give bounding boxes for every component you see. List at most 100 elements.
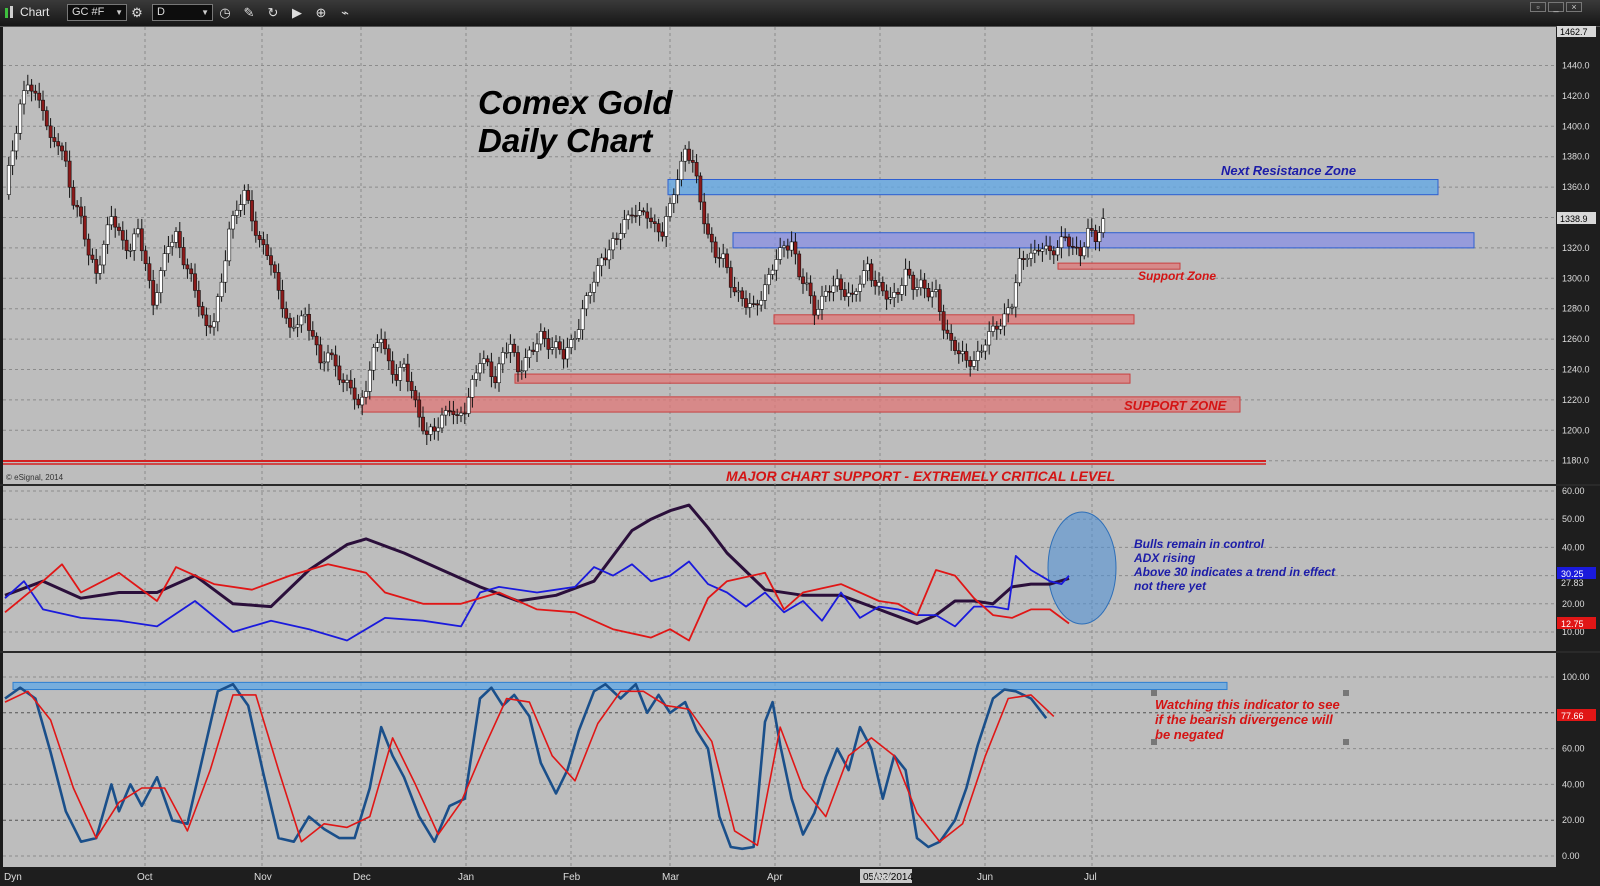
candle-body (504, 352, 509, 354)
candle-body (561, 349, 566, 360)
stoch-tick-label: 20.00 (1562, 815, 1585, 825)
candle-body (409, 381, 414, 391)
candle-body (185, 264, 190, 270)
restore-button[interactable]: ▫ (1530, 2, 1546, 12)
clock-icon[interactable]: ◷ (219, 5, 231, 20)
candle-body (626, 214, 631, 220)
candle-body (143, 250, 148, 265)
candle-body (926, 288, 931, 298)
candle-body (854, 291, 859, 295)
candle-body (918, 279, 923, 288)
candle-body (747, 303, 752, 308)
candle-body (1013, 282, 1018, 308)
annotation-handle[interactable] (1343, 739, 1349, 745)
chart-area[interactable]: 1180.0 1200.0 1220.0 1240.0 1260.0 1280.0 1300… (0, 26, 1600, 886)
candle-body (421, 416, 425, 432)
candle-body (375, 342, 380, 348)
candle-body (75, 204, 80, 208)
candle-body (641, 210, 646, 213)
zones: Next Resistance Zone Support Zone SUPPORT … (361, 163, 1475, 413)
settings-icon[interactable]: ⚙ (131, 5, 143, 20)
candle-body (1017, 258, 1022, 284)
candle-body (683, 148, 688, 162)
symbol-select[interactable]: GC #F ▼ (67, 4, 127, 21)
candle-body (394, 374, 399, 381)
minimize-button[interactable]: _ (1548, 2, 1564, 12)
candle-body (991, 325, 995, 332)
candle-body (774, 259, 779, 271)
stoch-value-badge (1557, 709, 1596, 721)
candle-body (497, 363, 501, 384)
candle-body (595, 265, 600, 283)
interval-select[interactable]: D ▼ (152, 4, 213, 21)
candle-body (1063, 236, 1068, 239)
candle-body (527, 349, 532, 358)
candle-body (725, 253, 729, 268)
candle-body (405, 363, 410, 382)
candle-body (82, 215, 87, 240)
close-button[interactable]: × (1566, 2, 1582, 12)
candle-body (402, 363, 406, 368)
link-icon[interactable]: ⌁ (341, 5, 349, 20)
zoom-icon[interactable]: ⊕ (315, 5, 327, 20)
price-tick-label: 1180.0 (1562, 456, 1589, 466)
annotation-handle[interactable] (1343, 690, 1349, 696)
interval-value: D (157, 6, 165, 18)
candle-body (379, 338, 384, 343)
candle-body (831, 285, 836, 293)
candle-body (447, 410, 452, 412)
chart-title-line1: Comex Gold (478, 84, 673, 121)
candle-body (592, 281, 596, 293)
candle-body (6, 165, 11, 196)
chart-window-icon (4, 4, 16, 21)
price-tick-label: 1440.0 (1562, 61, 1590, 71)
month-label: Apr (767, 872, 783, 883)
candle-body (459, 412, 463, 416)
candle-body (436, 427, 441, 432)
candle-body (740, 290, 745, 299)
pencil-icon[interactable]: ✎ (243, 5, 255, 20)
candle-body (18, 103, 23, 134)
candle-body (675, 179, 680, 196)
candle-body (56, 141, 61, 147)
candle-body (702, 201, 707, 225)
candle-body (804, 282, 809, 285)
annotation-handle[interactable] (1151, 739, 1157, 745)
candle-body (345, 379, 349, 383)
candle-body (538, 331, 543, 345)
candle-body (778, 247, 783, 260)
candle-body (242, 190, 247, 205)
candle-body (941, 311, 946, 331)
candle-body (318, 344, 323, 364)
month-label: May (872, 872, 891, 883)
adx-dark-value: 27.83 (1561, 578, 1584, 588)
dyn-mode-label[interactable]: Dyn (4, 872, 22, 883)
price-scale[interactable] (1556, 27, 1600, 867)
candle-body (212, 321, 216, 328)
candle-body (858, 283, 862, 292)
candle-body (390, 360, 395, 375)
candle-body (531, 349, 536, 352)
candle-body (417, 399, 422, 418)
candle-body (272, 264, 277, 273)
annotation-handle[interactable] (1151, 690, 1157, 696)
zone-label: SUPPORT ZONE (1124, 398, 1227, 413)
candle-body (1093, 230, 1098, 242)
refresh-icon[interactable]: ↻ (267, 5, 279, 20)
candle-body (972, 360, 976, 367)
candle-body (880, 282, 885, 292)
candle-body (10, 150, 15, 166)
candle-body (960, 351, 965, 355)
candle-body (269, 255, 273, 266)
candle-body (500, 352, 505, 365)
candle-body (842, 289, 847, 297)
candle-body (94, 259, 99, 274)
stoch-k-line (4, 682, 1048, 851)
candle-body (1074, 246, 1079, 249)
candle-body (565, 347, 570, 360)
candle-body (1006, 307, 1011, 315)
time-axis[interactable] (0, 867, 1600, 886)
candle-body (432, 426, 437, 432)
play-icon[interactable]: ▶ (292, 5, 302, 20)
candle-body (52, 137, 57, 142)
